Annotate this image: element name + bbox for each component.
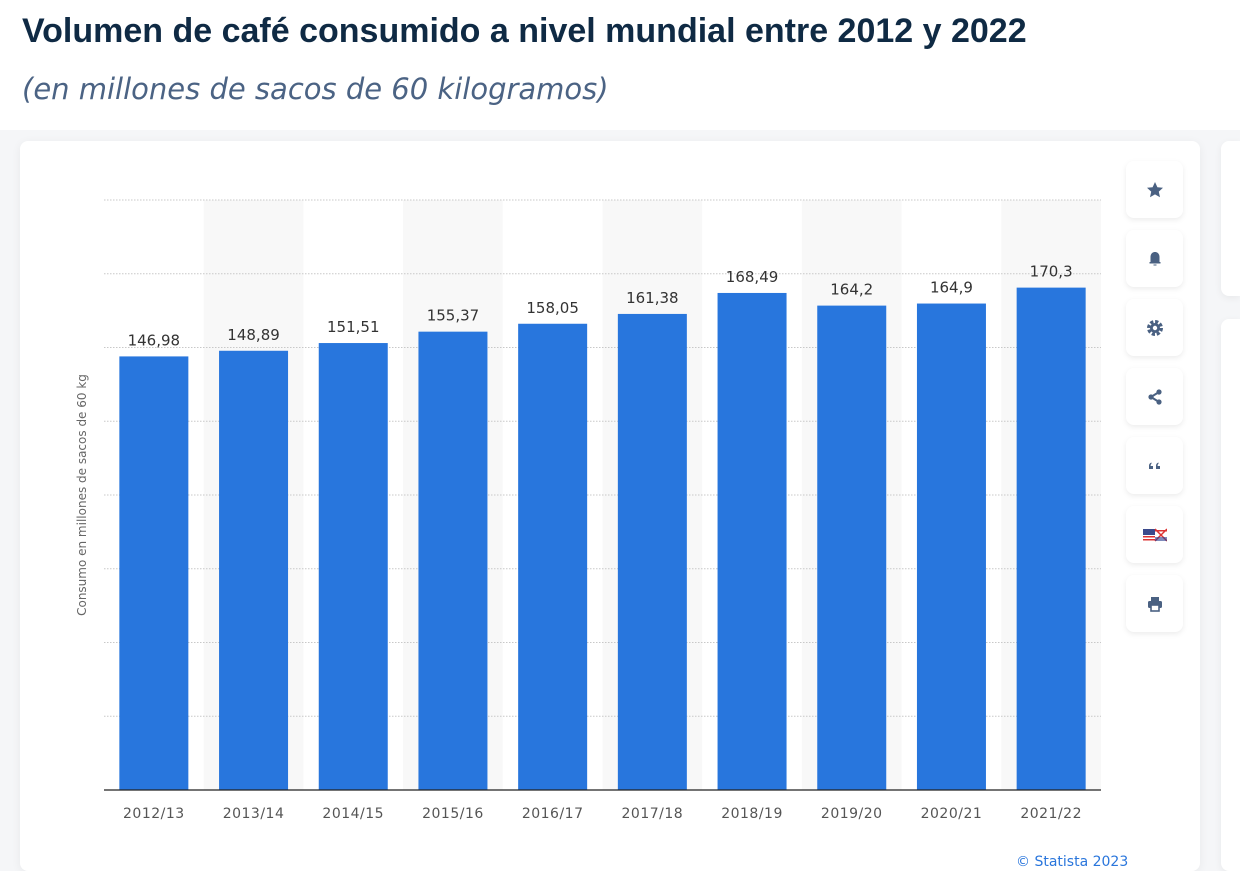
print-icon (1147, 596, 1162, 612)
print-button[interactable] (1126, 575, 1183, 632)
gear-icon (1146, 319, 1163, 336)
x-tick-label: 2020/21 (921, 806, 983, 822)
data-label: 146,98 (128, 331, 181, 349)
x-tick-label: 2019/20 (821, 806, 883, 822)
x-tick-label: 2021/22 (1020, 806, 1082, 822)
x-tick-label: 2015/16 (422, 806, 484, 822)
page-title: Volumen de café consumido a nivel mundia… (22, 12, 1027, 50)
y-axis-label: Consumo en millones de sacos de 60 kg (75, 374, 89, 616)
cite-button[interactable] (1126, 437, 1183, 494)
star-icon (1146, 181, 1163, 197)
header: Volumen de café consumido a nivel mundia… (0, 0, 1240, 130)
x-tick-label: 2018/19 (721, 806, 783, 822)
language-button[interactable] (1126, 506, 1183, 563)
notification-button[interactable] (1126, 230, 1183, 287)
bar[interactable] (617, 313, 687, 790)
statista-credit[interactable]: © Statista 2023 (1016, 854, 1129, 870)
data-label: 151,51 (327, 318, 380, 336)
x-tick-label: 2014/15 (322, 806, 384, 822)
data-label: 155,37 (427, 307, 480, 325)
favorite-button[interactable] (1126, 161, 1183, 218)
settings-button[interactable] (1126, 299, 1183, 356)
data-label: 148,89 (227, 326, 280, 344)
bar[interactable] (119, 356, 189, 790)
x-tick-label: 2013/14 (223, 806, 285, 822)
x-tick-label: 2017/18 (622, 806, 684, 822)
bar[interactable] (817, 305, 887, 790)
data-label: 164,2 (830, 281, 873, 299)
bar[interactable] (717, 292, 787, 790)
share-icon (1147, 388, 1162, 405)
x-tick-label: 2016/17 (522, 806, 584, 822)
bar[interactable] (219, 350, 289, 790)
data-label: 170,3 (1030, 263, 1073, 281)
flag-icon (1142, 527, 1167, 542)
bar[interactable] (916, 303, 986, 790)
bar[interactable] (518, 323, 588, 790)
bar[interactable] (1016, 287, 1086, 790)
data-label: 161,38 (626, 289, 679, 307)
data-label: 164,9 (930, 279, 973, 297)
data-label: 168,49 (726, 268, 779, 286)
side-panel (1221, 319, 1240, 871)
quote-icon (1148, 462, 1160, 469)
bar[interactable] (318, 343, 388, 790)
x-tick-label: 2012/13 (123, 806, 185, 822)
data-label: 158,05 (526, 299, 579, 317)
side-panel (1221, 141, 1240, 296)
bell-icon (1149, 251, 1160, 265)
page-subtitle: (en millones de sacos de 60 kilogramos) (22, 72, 609, 106)
bar[interactable] (418, 331, 488, 790)
share-button[interactable] (1126, 368, 1183, 425)
